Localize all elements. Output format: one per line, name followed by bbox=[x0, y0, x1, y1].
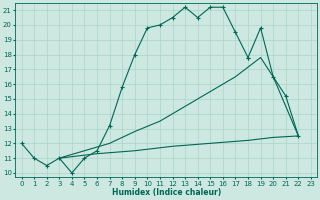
X-axis label: Humidex (Indice chaleur): Humidex (Indice chaleur) bbox=[112, 188, 221, 197]
